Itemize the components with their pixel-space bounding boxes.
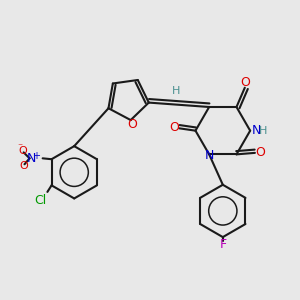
Text: N: N [27, 152, 36, 165]
Text: O: O [255, 146, 265, 159]
Text: H: H [259, 126, 267, 136]
Text: +: + [32, 151, 40, 160]
Text: N: N [205, 149, 214, 162]
Text: O: O [128, 118, 137, 131]
Text: ⁻: ⁻ [17, 142, 22, 152]
Text: O: O [19, 161, 28, 171]
Text: O: O [19, 146, 27, 156]
Text: Cl: Cl [34, 194, 47, 207]
Text: N: N [251, 124, 261, 137]
Text: O: O [169, 121, 179, 134]
Text: F: F [219, 238, 226, 251]
Text: H: H [172, 86, 180, 96]
Text: O: O [241, 76, 250, 89]
